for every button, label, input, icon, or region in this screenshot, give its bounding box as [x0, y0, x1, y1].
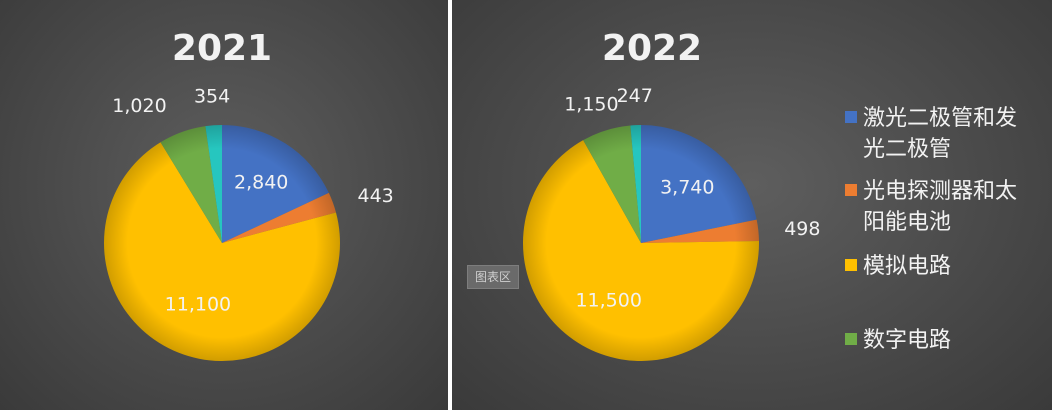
legend-label: 激光二极管和发 [863, 106, 1017, 131]
pie-slice [522, 140, 759, 362]
pie-slice [103, 142, 340, 362]
data-label: 11,500 [575, 289, 641, 311]
pie-slice [160, 126, 222, 243]
legend-swatch [845, 259, 857, 271]
legend-swatch [845, 333, 857, 345]
chart-title: 2021 [172, 28, 272, 69]
data-label: 443 [358, 185, 394, 207]
data-label: 247 [617, 85, 653, 107]
legend-label: 阳能电池 [863, 210, 951, 235]
pie-slice [222, 192, 336, 243]
data-label: 11,100 [165, 293, 231, 315]
legend-label: 光电探测器和太 [863, 179, 1017, 204]
pie-slice [583, 125, 641, 243]
data-label: 498 [784, 218, 820, 240]
pie-slice [641, 219, 759, 243]
data-label: 3,740 [660, 176, 714, 198]
legend-swatch [845, 111, 857, 123]
data-label: 2,840 [234, 171, 288, 193]
legend-label: 数字电路 [863, 328, 951, 353]
legend-label: 模拟电路 [863, 254, 951, 279]
chart-area-tag: 图表区 [467, 265, 519, 289]
pie-slice [641, 125, 757, 243]
pie-slice [222, 125, 329, 243]
pie-slice [630, 124, 641, 243]
pie-chart-2021: 2021 2,840 443 11,100 1,020 354 [103, 28, 394, 362]
data-label: 354 [194, 85, 230, 107]
legend-label: 光二极管 [863, 137, 951, 162]
pie-slice [205, 125, 222, 243]
legend-swatch [845, 184, 857, 196]
data-label: 1,020 [112, 95, 166, 117]
data-label: 1,150 [564, 93, 618, 115]
chart-title: 2022 [602, 28, 702, 69]
